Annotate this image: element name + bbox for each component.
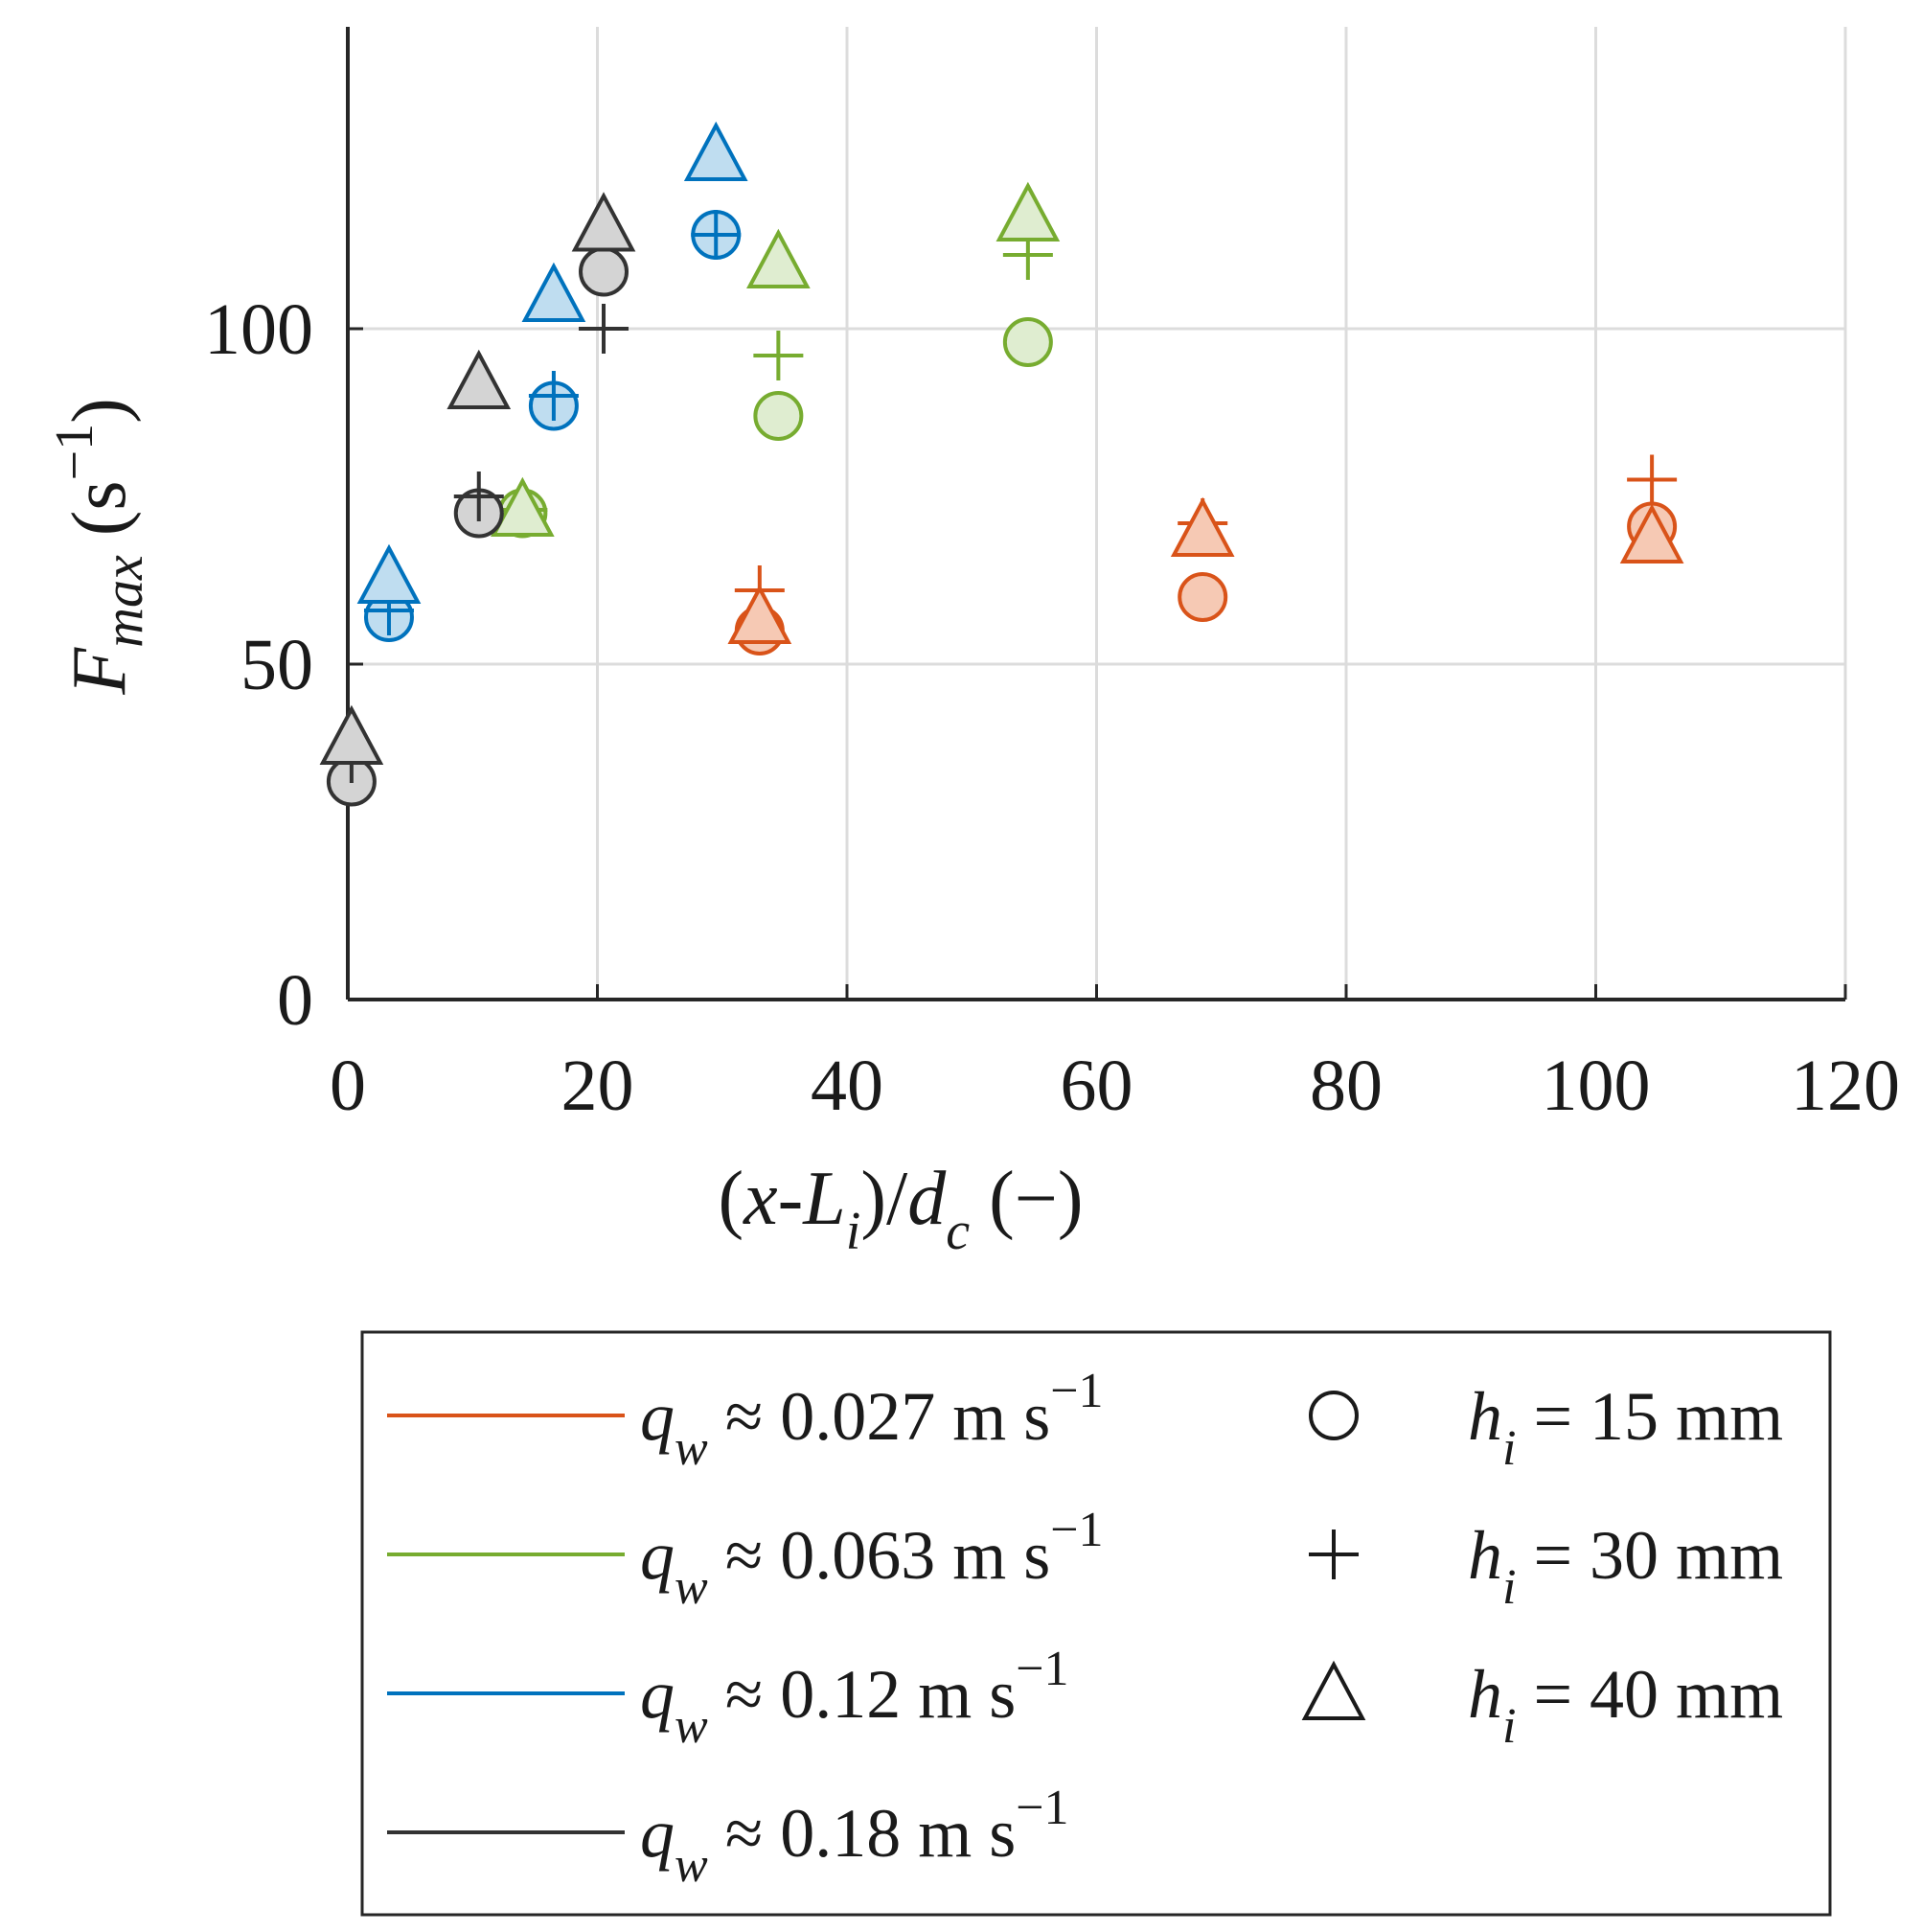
x-axis-label-x: x bbox=[743, 1157, 778, 1241]
legend-marker-circle bbox=[1309, 1391, 1359, 1440]
data-point-triangle bbox=[1170, 496, 1235, 557]
data-point-plus bbox=[579, 304, 629, 354]
legend-q-text: ≈ 0.12 m s bbox=[708, 1656, 1017, 1733]
y-tick-labels: 0 50 100 bbox=[204, 289, 313, 1041]
data-point-triangle bbox=[995, 181, 1061, 242]
legend-h-sub: i bbox=[1502, 1421, 1516, 1476]
data-point-circle bbox=[1002, 317, 1053, 367]
legend-h-text: = 40 mm bbox=[1516, 1656, 1783, 1733]
series-3 bbox=[356, 121, 748, 642]
legend-series-label: qw ≈ 0.063 m s−1 bbox=[640, 1503, 1104, 1615]
data-point-triangle bbox=[727, 584, 792, 644]
x-axis-label-dash: - bbox=[778, 1157, 804, 1241]
legend-h-text: = 15 mm bbox=[1516, 1378, 1783, 1455]
data-point-triangle bbox=[1619, 503, 1684, 564]
y-axis-label-F: F bbox=[57, 647, 142, 696]
x-axis-label-open: ( bbox=[719, 1157, 744, 1241]
data-point-triangle bbox=[683, 121, 748, 181]
series-2 bbox=[491, 181, 1061, 539]
data-point-plus bbox=[453, 472, 504, 521]
legend-q: q bbox=[640, 1656, 675, 1733]
legend-q: q bbox=[640, 1517, 675, 1594]
x-axis-label-L: L bbox=[802, 1157, 846, 1241]
legend-q-sub: w bbox=[675, 1699, 708, 1754]
legend-h-sub: i bbox=[1502, 1560, 1516, 1615]
x-tick-label: 0 bbox=[330, 1046, 366, 1126]
legend-series-label: qw ≈ 0.027 m s−1 bbox=[640, 1364, 1104, 1476]
y-axis-label-unit-open: (s bbox=[57, 480, 142, 555]
y-axis-label-sub: max bbox=[92, 555, 154, 648]
data-point-circle bbox=[1178, 572, 1228, 622]
legend-series-entries: qw ≈ 0.027 m s−1qw ≈ 0.063 m s−1qw ≈ 0.1… bbox=[387, 1364, 1104, 1893]
legend-box bbox=[360, 1330, 1832, 1917]
data-point-plus bbox=[691, 210, 742, 260]
axes bbox=[346, 27, 1847, 1001]
x-tick-label: 20 bbox=[561, 1046, 634, 1126]
legend-h-sub: i bbox=[1502, 1699, 1516, 1754]
x-axis-label: (x-Li)/dc (−) bbox=[719, 1157, 1084, 1261]
legend-q-exp: −1 bbox=[1050, 1364, 1103, 1418]
x-tick-label: 60 bbox=[1061, 1046, 1133, 1126]
legend-q: q bbox=[640, 1795, 675, 1872]
legend-q-text: ≈ 0.027 m s bbox=[708, 1378, 1051, 1455]
series-4 bbox=[319, 192, 636, 807]
legend-q-exp: −1 bbox=[1016, 1781, 1068, 1835]
x-tick-label: 100 bbox=[1542, 1046, 1651, 1126]
data-point-circle bbox=[579, 246, 629, 297]
legend-q-sub: w bbox=[675, 1560, 708, 1615]
data-point-triangle bbox=[491, 476, 555, 537]
legend-marker-plus bbox=[1309, 1530, 1359, 1579]
y-tick-label: 50 bbox=[240, 625, 313, 705]
legend-q: q bbox=[640, 1378, 675, 1455]
data-point-plus bbox=[753, 331, 804, 380]
series-1 bbox=[727, 454, 1684, 656]
y-tick-label: 0 bbox=[277, 960, 313, 1041]
legend-marker-triangle bbox=[1301, 1660, 1366, 1720]
legend-h: h bbox=[1468, 1517, 1502, 1594]
data-point-triangle bbox=[746, 228, 811, 288]
data-point-triangle bbox=[521, 262, 586, 322]
data-point-triangle bbox=[446, 349, 512, 409]
x-axis-label-d: d bbox=[907, 1157, 947, 1241]
x-axis-label-L-sub: i bbox=[846, 1202, 861, 1261]
legend-marker-label: hi = 15 mm bbox=[1468, 1378, 1783, 1476]
data-point-plus bbox=[1627, 454, 1678, 505]
y-axis-label-unit-exp: −1 bbox=[45, 424, 104, 481]
x-tick-label: 120 bbox=[1791, 1046, 1900, 1126]
x-tick-label: 40 bbox=[811, 1046, 883, 1126]
legend-series-label: qw ≈ 0.18 m s−1 bbox=[640, 1781, 1069, 1893]
legend-series-label: qw ≈ 0.12 m s−1 bbox=[640, 1642, 1069, 1754]
legend-h: h bbox=[1468, 1378, 1502, 1455]
data-point-triangle bbox=[571, 192, 636, 252]
legend-q-exp: −1 bbox=[1050, 1503, 1103, 1557]
legend: qw ≈ 0.027 m s−1qw ≈ 0.063 m s−1qw ≈ 0.1… bbox=[360, 1330, 1832, 1917]
y-tick-label: 100 bbox=[204, 289, 313, 370]
y-axis-label: Fmax (s−1) bbox=[45, 398, 154, 696]
legend-q-text: ≈ 0.18 m s bbox=[708, 1795, 1017, 1872]
x-tick-label: 80 bbox=[1310, 1046, 1383, 1126]
data-point-circle bbox=[753, 391, 804, 441]
y-axis-label-unit-close: ) bbox=[57, 398, 142, 424]
data-points bbox=[319, 121, 1684, 807]
legend-marker-label: hi = 30 mm bbox=[1468, 1517, 1783, 1615]
x-axis-label-unit: (−) bbox=[970, 1157, 1083, 1241]
x-axis-label-slash: )/ bbox=[860, 1157, 908, 1241]
x-axis-label-d-sub: c bbox=[946, 1202, 970, 1261]
data-point-triangle bbox=[356, 543, 422, 604]
legend-marker-label: hi = 40 mm bbox=[1468, 1656, 1783, 1754]
legend-h: h bbox=[1468, 1656, 1502, 1733]
data-point-plus bbox=[528, 371, 579, 421]
legend-h-text: = 30 mm bbox=[1516, 1517, 1783, 1594]
legend-q-sub: w bbox=[675, 1838, 708, 1893]
legend-q-exp: −1 bbox=[1016, 1642, 1068, 1696]
x-tick-labels: 0 20 40 60 80 100 120 bbox=[330, 1046, 1900, 1126]
legend-q-sub: w bbox=[675, 1421, 708, 1476]
data-point-triangle bbox=[319, 704, 384, 765]
legend-q-text: ≈ 0.063 m s bbox=[708, 1517, 1051, 1594]
